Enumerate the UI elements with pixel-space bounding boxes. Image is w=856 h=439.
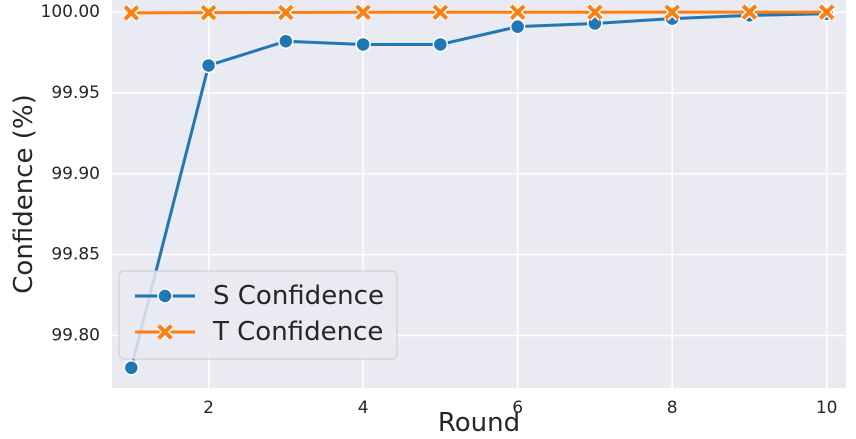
data-point-x bbox=[741, 4, 758, 20]
series-line bbox=[129, 12, 827, 369]
legend-label: T Confidence bbox=[212, 317, 383, 347]
series-t-confidence bbox=[122, 3, 836, 22]
data-point-x bbox=[509, 4, 526, 20]
data-point-x bbox=[123, 5, 140, 21]
x-tick-label: 10 bbox=[816, 398, 838, 418]
legend-item: T Confidence bbox=[135, 317, 383, 347]
data-point-circle bbox=[157, 288, 173, 304]
data-point-x bbox=[587, 4, 603, 20]
data-point-x bbox=[157, 324, 173, 340]
y-tick-label: 99.95 bbox=[51, 83, 100, 103]
y-tick-label: 100.00 bbox=[41, 2, 100, 22]
legend-label: S Confidence bbox=[213, 281, 384, 311]
x-tick-label: 8 bbox=[667, 398, 678, 418]
y-axis-label: Confidence (%) bbox=[9, 94, 39, 293]
x-tick-label: 6 bbox=[512, 398, 523, 418]
data-point-x bbox=[664, 4, 680, 20]
x-axis-label: Round bbox=[438, 408, 520, 438]
x-tick-label: 4 bbox=[358, 398, 369, 418]
y-tick-label: 99.90 bbox=[51, 164, 100, 184]
data-point-circle bbox=[278, 33, 294, 49]
data-point-circle bbox=[355, 36, 371, 53]
legend-box bbox=[118, 270, 398, 360]
data-point-x bbox=[355, 4, 371, 21]
data-point-x bbox=[200, 4, 217, 21]
x-tick-label: 2 bbox=[203, 398, 214, 418]
y-tick-label: 99.85 bbox=[51, 245, 100, 265]
legend-item: S Confidence bbox=[135, 281, 384, 311]
data-point-circle bbox=[123, 360, 140, 376]
data-point-circle bbox=[200, 57, 217, 74]
series-lines bbox=[122, 3, 836, 376]
data-point-x bbox=[432, 4, 449, 21]
tick-labels: 2 4 6 8 10 99.80 99.85 99.90 99.95 100.00 bbox=[41, 2, 838, 418]
data-point-x bbox=[278, 4, 294, 21]
legend: S Confidence T Confidence bbox=[118, 270, 398, 360]
series-line bbox=[131, 10, 827, 15]
data-point-x bbox=[818, 4, 835, 20]
y-tick-label: 99.80 bbox=[51, 325, 100, 345]
data-point-circle bbox=[509, 18, 526, 35]
data-point-circle bbox=[432, 36, 449, 53]
